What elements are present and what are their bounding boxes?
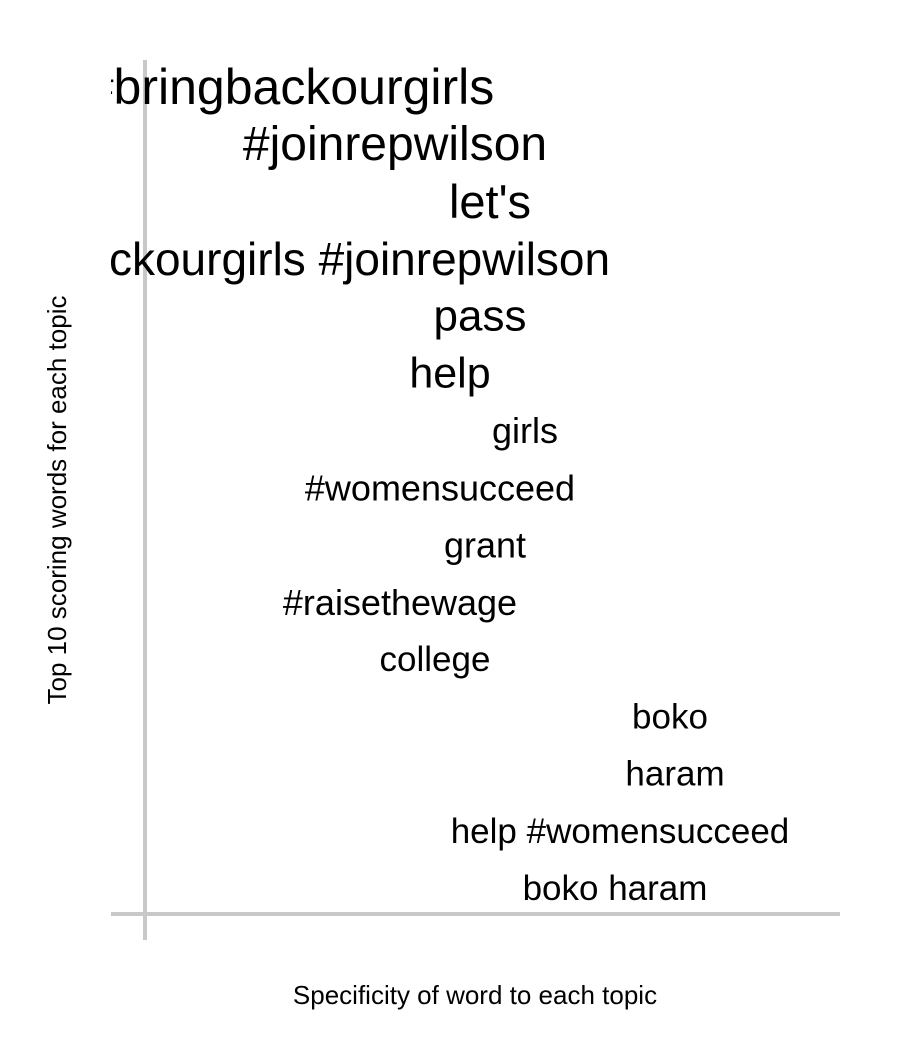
word-label: pass: [434, 292, 527, 341]
word-label: boko haram: [523, 869, 708, 908]
word-label: #raisethewage: [283, 582, 517, 623]
word-label: #bringbackourgirls #joinrepwilson: [0, 233, 610, 285]
x-axis-title: Specificity of word to each topic: [293, 980, 657, 1010]
word-label: let's: [449, 175, 531, 228]
word-label: college: [380, 640, 491, 679]
word-labels: #bringbackourgirls#joinrepwilsonlet's#br…: [0, 59, 790, 908]
word-label: #bringbackourgirls: [86, 59, 495, 115]
word-label: boko: [632, 697, 708, 736]
word-label: #womensucceed: [305, 467, 575, 508]
word-label: girls: [492, 410, 558, 451]
word-label: grant: [444, 525, 526, 566]
word-label: help #womensucceed: [451, 812, 790, 851]
word-label: #joinrepwilson: [243, 118, 547, 171]
word-label: help: [409, 349, 490, 397]
y-axis-title: Top 10 scoring words for each topic: [42, 296, 72, 705]
word-label: haram: [625, 755, 724, 794]
